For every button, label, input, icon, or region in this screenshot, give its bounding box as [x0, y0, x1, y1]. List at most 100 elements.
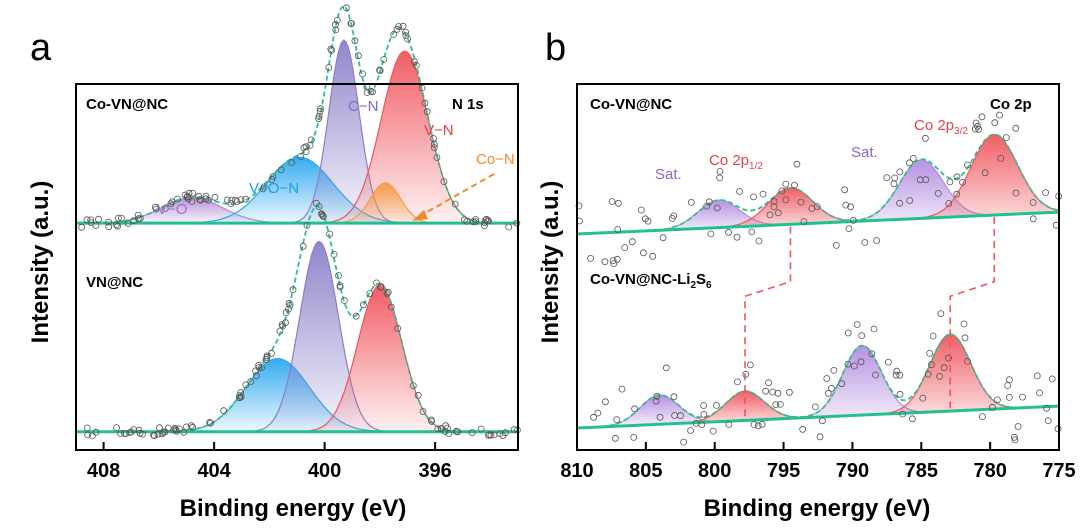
data-point: [393, 25, 401, 33]
xtick-label: 400: [308, 460, 341, 482]
data-point: [1043, 404, 1050, 412]
data-point: [861, 239, 869, 246]
data-point: [369, 88, 376, 96]
data-point: [978, 113, 986, 121]
data-point: [183, 193, 191, 201]
xtick-label: 795: [767, 460, 800, 482]
data-point: [394, 324, 402, 332]
data-point: [247, 378, 255, 386]
data-point: [800, 218, 808, 225]
data-point: [412, 62, 420, 69]
data-point: [940, 364, 948, 372]
data-point: [844, 329, 852, 337]
data-point: [945, 200, 953, 207]
data-point: [853, 321, 861, 328]
data-point: [960, 320, 968, 328]
envelope-fit-s0: [76, 4, 518, 224]
panel-b-label: b: [545, 27, 566, 69]
data-point: [188, 198, 196, 205]
data-point: [207, 419, 214, 427]
data-point: [725, 421, 733, 428]
xtick-label: 790: [836, 460, 869, 482]
data-point: [317, 105, 324, 113]
data-point: [352, 312, 360, 320]
data-point: [376, 66, 384, 74]
data-point: [172, 427, 180, 435]
data-point: [227, 200, 235, 207]
peak-label-co-2p12: Co 2p1/2: [709, 152, 763, 172]
data-point: [1029, 215, 1037, 223]
data-point: [423, 108, 431, 116]
panel-a-label: a: [30, 27, 52, 69]
data-point: [115, 214, 122, 222]
peak-label-co-n: Co−N: [476, 151, 515, 168]
data-point: [384, 288, 392, 296]
data-point: [811, 403, 819, 411]
data-point: [189, 423, 197, 431]
data-point: [427, 416, 435, 424]
data-point: [725, 228, 732, 236]
data-point: [421, 99, 429, 107]
data-point: [1006, 376, 1013, 384]
data-point: [919, 394, 927, 402]
data-point: [610, 260, 618, 268]
data-point: [472, 216, 480, 223]
xtick-label: 396: [418, 460, 451, 482]
data-point: [842, 201, 850, 209]
data-point: [373, 279, 381, 287]
data-point: [376, 67, 384, 74]
data-point: [618, 385, 626, 393]
data-point: [84, 431, 91, 439]
data-point: [402, 28, 410, 36]
data-point: [445, 430, 453, 437]
panel-b-spectrum-label-top: Co-VN@NC: [590, 96, 672, 113]
data-point: [698, 421, 706, 429]
data-point: [505, 223, 513, 231]
data-point: [709, 427, 717, 435]
data-point: [414, 391, 422, 399]
data-point: [700, 402, 707, 409]
data-point: [924, 370, 932, 378]
data-point: [237, 389, 245, 396]
data-point: [402, 32, 410, 39]
data-point: [237, 393, 245, 401]
xtick-label: 805: [629, 460, 662, 482]
data-point: [873, 237, 880, 244]
data-point: [513, 219, 521, 227]
data-point: [454, 428, 462, 436]
data-point: [870, 325, 878, 333]
data-point: [288, 159, 296, 167]
peak-label-v-o: V−O: [157, 201, 187, 218]
data-point: [841, 186, 849, 194]
data-point: [700, 410, 708, 418]
data-point: [326, 230, 334, 238]
data-point: [972, 119, 980, 127]
data-point: [289, 286, 297, 294]
panel-a-frame: [75, 83, 519, 451]
data-point: [410, 58, 418, 66]
data-point: [83, 424, 91, 432]
data-point: [359, 70, 366, 78]
data-point: [769, 388, 777, 396]
data-point: [202, 192, 210, 200]
data-point: [332, 26, 340, 34]
data-point: [155, 424, 163, 432]
data-point: [150, 431, 158, 439]
data-point: [134, 211, 142, 219]
data-point: [652, 397, 660, 405]
data-point: [896, 390, 904, 398]
data-point: [167, 200, 175, 208]
data-point: [828, 384, 835, 392]
data-point: [922, 134, 929, 142]
data-point: [1002, 134, 1010, 142]
data-point: [269, 173, 277, 180]
panel-a-ylabel: Intensity (a.u.): [27, 181, 54, 344]
data-point: [152, 205, 160, 213]
data-point: [472, 218, 480, 226]
data-point: [707, 230, 715, 238]
data-point: [105, 218, 112, 226]
data-point: [255, 364, 263, 371]
data-point: [335, 272, 342, 279]
data-point: [885, 358, 892, 366]
data-point: [858, 332, 866, 340]
